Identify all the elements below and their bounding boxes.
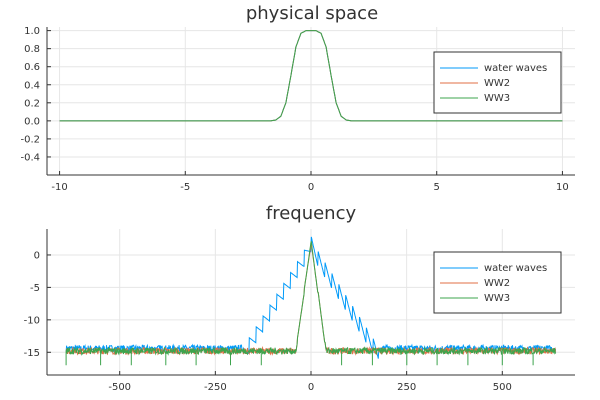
legend-label-water-waves: water waves: [484, 263, 547, 274]
x-tick-label: 500: [493, 382, 512, 393]
legend-label-ww2: WW2: [484, 78, 510, 89]
frequency-legend: water waves WW2 WW3: [433, 251, 562, 314]
legend-box: [433, 51, 562, 114]
y-tick-label: -10: [24, 315, 40, 326]
x-tick-label: 10: [556, 182, 569, 193]
physical-space-panel: physical space -10 -5 0 5 10 -0.4 -0.2 0.0 0.2 0.…: [20, 3, 575, 193]
y-tick-label: 0.2: [24, 98, 40, 109]
y-tick-label: -0.4: [20, 152, 40, 163]
physical-space-axes: -10 -5 0 5 10 -0.4 -0.2 0.0 0.2 0.4 0.6 0.8 1.0: [20, 26, 575, 193]
physical-space-series: [59, 30, 563, 122]
legend-label-ww2: WW2: [484, 278, 510, 289]
frequency-series: [65, 236, 557, 366]
series-line-ww3: [65, 241, 557, 366]
y-tick-label: 0: [34, 250, 40, 261]
y-tick-label: -0.2: [20, 134, 40, 145]
y-tick-label: 1.0: [24, 26, 40, 37]
x-tick-label: 5: [434, 182, 440, 193]
frequency-title: frequency: [266, 203, 357, 224]
y-tick-label: -5: [30, 283, 40, 294]
x-tick-label: 0: [308, 382, 314, 393]
x-tick-label: 0: [308, 182, 314, 193]
y-tick-label: 0.8: [24, 44, 40, 55]
physical-space-legend: water waves WW2 WW3: [433, 51, 562, 114]
series-line-water-waves: [65, 236, 557, 359]
x-tick-label: 250: [397, 382, 416, 393]
y-tick-label: 0.6: [24, 62, 40, 73]
legend-label-water-waves: water waves: [484, 63, 547, 74]
y-tick-label: 0.0: [24, 116, 40, 127]
x-tick-label: -250: [204, 382, 227, 393]
x-tick-label: -5: [180, 182, 190, 193]
legend-label-ww3: WW3: [484, 93, 510, 104]
y-tick-label: -15: [24, 348, 40, 359]
series-line-ww3: [59, 30, 563, 122]
physical-space-title: physical space: [246, 3, 378, 24]
x-tick-label: -500: [108, 382, 131, 393]
frequency-panel: frequency -500 -250 0 250 500 -15 -10 -5 0 water…: [24, 203, 575, 393]
y-tick-label: 0.4: [24, 80, 40, 91]
legend-label-ww3: WW3: [484, 293, 510, 304]
frequency-axes: -500 -250 0 250 500 -15 -10 -5 0: [24, 229, 575, 393]
x-tick-label: -10: [51, 182, 67, 193]
